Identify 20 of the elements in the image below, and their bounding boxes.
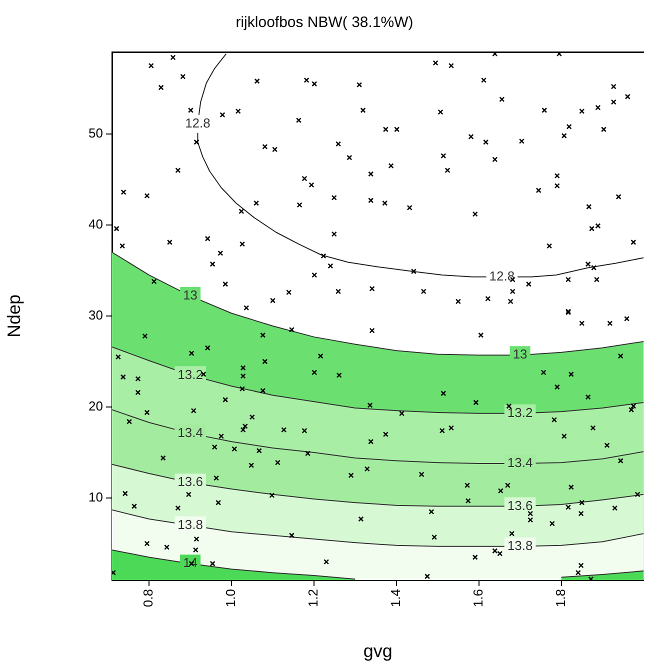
- series-label: 13.4: [178, 425, 203, 440]
- chart-title: rijkloofbos NBW( 38.1%W): [236, 14, 414, 32]
- y-tick-label: 10: [88, 490, 103, 505]
- y-axis-title: Ndep: [4, 294, 24, 338]
- series-label: 13: [512, 346, 528, 362]
- x-tick-label: 1.8: [552, 589, 568, 608]
- x-tick-label: 1.0: [223, 589, 238, 608]
- x-axis-title: gvg: [363, 641, 392, 662]
- series-label: 12.8: [185, 115, 210, 130]
- x-tick-label: 1.2: [306, 589, 321, 608]
- y-tick-label: 30: [88, 308, 103, 323]
- x-tick-label: 1.6: [470, 589, 486, 608]
- x-tick-label: 0.8: [140, 589, 156, 608]
- text: 13: [183, 288, 198, 303]
- text: 13.4: [507, 455, 533, 470]
- x-tick-label: 1.4: [388, 589, 403, 608]
- y-tick-label: 20: [88, 398, 103, 414]
- y-tick-label: 50: [88, 126, 103, 141]
- text: 12.8: [489, 268, 515, 284]
- y-tick-label: 40: [88, 216, 103, 232]
